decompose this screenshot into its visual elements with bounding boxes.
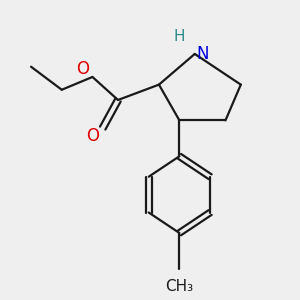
Text: O: O (86, 127, 99, 145)
Text: N: N (196, 45, 209, 63)
Text: O: O (76, 60, 89, 78)
Text: H: H (174, 28, 185, 44)
Text: CH₃: CH₃ (165, 279, 194, 294)
